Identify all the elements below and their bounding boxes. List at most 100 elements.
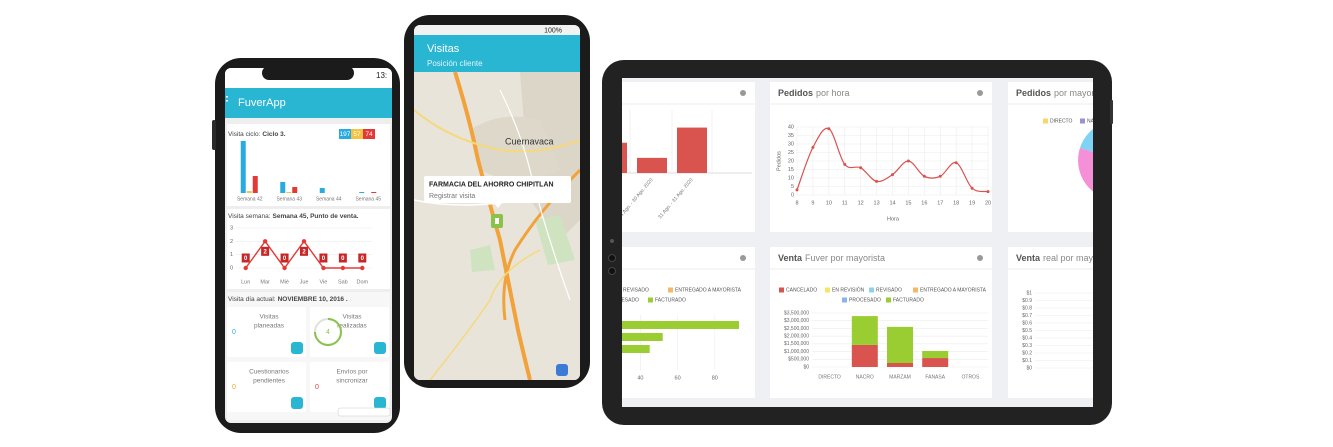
tile-icon[interactable] xyxy=(374,397,386,409)
map-marker-icon xyxy=(495,218,499,224)
point xyxy=(891,173,894,177)
badge-value: 74 xyxy=(365,131,373,138)
menu-icon xyxy=(226,100,228,102)
legend-label: PROCESADO xyxy=(849,297,881,303)
progress-ring xyxy=(314,318,342,346)
bar-segment xyxy=(922,358,949,367)
legend-swatch xyxy=(1043,118,1048,124)
y-tick-label: $1 xyxy=(1026,290,1032,296)
tile-icon[interactable] xyxy=(291,397,303,409)
card-title-rest: por mayorista xyxy=(1054,88,1109,98)
bar xyxy=(240,141,246,193)
x-tick-label: 80 xyxy=(712,375,718,381)
y-tick-label: 15 xyxy=(788,167,794,173)
y-tick-label: 40 xyxy=(788,124,794,130)
phone-app: 13: FuverApp Visita ciclo: Ciclo 3. 197 57 74 S… xyxy=(225,68,392,420)
card-title-bold: Venta xyxy=(778,253,803,263)
app-title: FuverApp xyxy=(238,97,286,109)
tile xyxy=(227,307,306,357)
screen-subtitle: Posición cliente xyxy=(427,59,483,68)
card-title: Venta real por mayorista xyxy=(1016,253,1115,263)
status-time: 13: xyxy=(376,71,387,80)
bar xyxy=(622,345,650,353)
map-button[interactable] xyxy=(556,364,568,376)
app-header xyxy=(414,35,580,72)
bar-segment xyxy=(887,362,913,367)
bar xyxy=(286,192,292,193)
card xyxy=(227,209,390,289)
tile-value: 0 xyxy=(232,329,236,336)
value-label: 0 xyxy=(322,256,326,262)
bar-segment xyxy=(851,316,878,345)
tile-icon[interactable] xyxy=(291,342,303,354)
tile-value: 4 xyxy=(326,329,330,336)
tile-label: pendientes xyxy=(253,378,286,385)
status-bar xyxy=(414,25,580,35)
x-tick-label: Semana 44 xyxy=(316,196,342,202)
y-tick-label: $2,500,000 xyxy=(784,326,809,332)
popup-tail xyxy=(494,203,502,208)
tile-icon[interactable] xyxy=(374,342,386,354)
bar xyxy=(371,192,377,193)
x-tick-label: Lun xyxy=(241,279,250,285)
bar-segment xyxy=(887,326,913,363)
y-tick-label: 0 xyxy=(230,265,233,271)
card-title-rest: por hora xyxy=(816,88,850,98)
y-tick-label: $3,500,000 xyxy=(784,310,809,316)
map-road xyxy=(429,249,541,380)
card-title-rest: Fuver por mayorista xyxy=(805,253,885,263)
bar xyxy=(280,182,286,193)
y-tick-label: 20 xyxy=(788,158,794,164)
x-tick-label: 11 xyxy=(842,200,848,206)
settings-icon[interactable] xyxy=(977,255,983,261)
tablet-button xyxy=(1110,100,1113,124)
x-tick-label: Mié xyxy=(280,279,289,285)
point xyxy=(243,265,248,271)
y-tick-label: 2 xyxy=(230,239,233,245)
card-title-label: Visita ciclo: xyxy=(228,131,261,138)
tile-label: realizadas xyxy=(337,323,367,330)
x-tick-label: 14 xyxy=(889,200,895,206)
x-tick-label: Sab xyxy=(338,279,348,285)
map-road xyxy=(414,109,580,153)
x-tick-label: 60 xyxy=(675,375,681,381)
point xyxy=(843,162,847,166)
settings-icon[interactable] xyxy=(977,90,983,96)
value-label: 0 xyxy=(361,256,365,262)
tile-label: Visitas xyxy=(342,314,362,321)
y-tick-label: 35 xyxy=(788,133,794,139)
y-tick-label: 10 xyxy=(788,175,794,181)
legend-label: NACRO xyxy=(1087,118,1105,124)
bar xyxy=(246,191,252,193)
tile-label: planeadas xyxy=(254,323,285,330)
card-title: Visita semana: Semana 45, Punto de venta. xyxy=(228,213,359,220)
point xyxy=(875,179,879,183)
card-title: Venta Fuver por mayorista xyxy=(778,253,885,263)
x-tick-label: MARZAM xyxy=(889,374,911,380)
x-tick-label: 17 xyxy=(937,200,943,206)
card-title: Visita día actual: NOVIEMBRE 10, 2016 . xyxy=(228,296,348,303)
y-tick-label: $0.9 xyxy=(1022,298,1032,304)
y-tick-label: $500,000 xyxy=(788,357,809,363)
x-tick-label: OTROS xyxy=(962,374,980,380)
legend-label: ENTREGADO A MAYORISTA xyxy=(675,287,742,293)
badge-value: 197 xyxy=(340,131,351,138)
x-tick-label: 8 xyxy=(795,200,798,206)
y-tick-label: 25 xyxy=(788,150,794,156)
card-title-bold: Pedidos xyxy=(1016,88,1051,98)
x-tick-label: 13 xyxy=(874,200,880,206)
legend-label: FACTURADO xyxy=(655,297,686,303)
legend-swatch xyxy=(869,287,874,293)
settings-icon[interactable] xyxy=(740,255,746,261)
map-urban xyxy=(470,116,560,180)
popup[interactable] xyxy=(424,176,571,203)
notch xyxy=(262,68,354,80)
settings-icon[interactable] xyxy=(740,90,746,96)
legend-label: FACTURADO xyxy=(893,297,924,303)
x-tick-label: 19 xyxy=(969,200,975,206)
value-label: 0 xyxy=(341,256,345,262)
popup-action: Registrar visita xyxy=(429,193,475,200)
x-tick-label: 18 xyxy=(953,200,959,206)
